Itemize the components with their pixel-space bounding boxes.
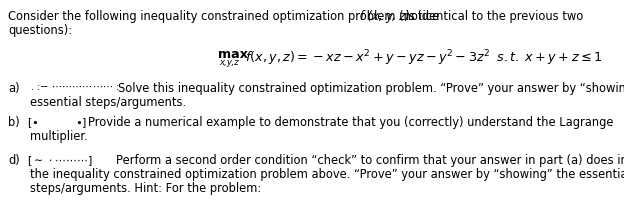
Text: questions):: questions): [8,24,72,37]
Text: steps/arguments. Hint: For the problem:: steps/arguments. Hint: For the problem: [30,182,261,195]
Text: Solve this inequality constrained optimization problem. “Prove” your answer by “: Solve this inequality constrained optimi… [118,82,624,95]
Text: max: max [218,48,248,61]
Text: is identical to the previous two: is identical to the previous two [402,10,583,23]
Text: Consider the following inequality constrained optimization problem (notice: Consider the following inequality constr… [8,10,443,23]
Text: [$\bullet$: [$\bullet$ [27,116,38,130]
Text: . :$-$ $\cdots\cdots\cdots\cdots\cdots\cdots$ :: . :$-$ $\cdots\cdots\cdots\cdots\cdots\c… [30,82,120,92]
Text: f (x, y, z): f (x, y, z) [360,10,410,23]
Text: multiplier.: multiplier. [30,130,88,143]
Text: $f(x, y, z) = -xz - x^2 + y - yz - y^2 - 3z^2 \;\; s.t.\; x + y + z \leq 1$: $f(x, y, z) = -xz - x^2 + y - yz - y^2 -… [245,48,602,68]
Text: Provide a numerical example to demonstrate that you (correctly) understand the L: Provide a numerical example to demonstra… [88,116,613,129]
Text: the inequality constrained optimization problem above. “Prove” your answer by “s: the inequality constrained optimization … [30,168,624,181]
Text: essential steps/arguments.: essential steps/arguments. [30,96,186,109]
Text: a): a) [8,82,19,95]
Text: b): b) [8,116,20,129]
Text: d): d) [8,154,20,167]
Text: [$\sim$ $\cdot$ $\cdots\cdots\cdots$]: [$\sim$ $\cdot$ $\cdots\cdots\cdots$] [27,154,93,168]
Text: Perform a second order condition “check” to confirm that your answer in part (a): Perform a second order condition “check”… [116,154,624,167]
Text: $\bullet$]: $\bullet$] [75,116,87,130]
Text: x,y,z: x,y,z [219,58,238,67]
